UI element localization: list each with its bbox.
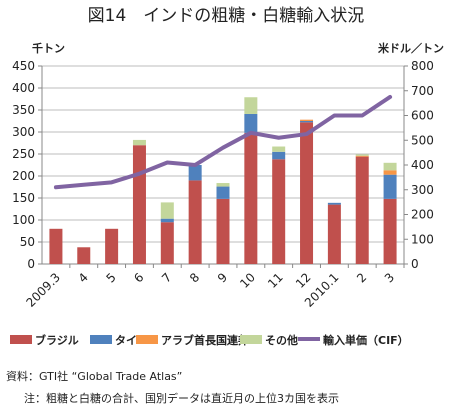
bar-segment xyxy=(355,155,369,157)
bar-segment xyxy=(327,202,341,205)
bar-segment xyxy=(300,119,314,121)
y-tick-label-right: 800 xyxy=(411,59,434,73)
legend-swatch xyxy=(90,335,112,344)
price-point xyxy=(165,161,169,165)
bar-segment xyxy=(272,151,286,160)
y-tick-label-right: 300 xyxy=(411,183,434,197)
y-axis-right-label: 米ドル／トン xyxy=(377,41,444,55)
price-point xyxy=(137,172,141,176)
bar-segment xyxy=(160,218,174,223)
y-tick-label-left: 450 xyxy=(12,59,35,73)
legend-label: タイ xyxy=(115,334,137,347)
bar-segment xyxy=(327,204,341,264)
bar-segment xyxy=(272,159,286,264)
bar-segment xyxy=(132,145,146,264)
legend-label: アラブ首長国連邦 xyxy=(161,333,249,347)
bar-segment xyxy=(300,121,314,123)
x-tick-label: 3 xyxy=(382,270,397,285)
bar-segment xyxy=(188,165,202,181)
bar-segment xyxy=(383,198,397,264)
bar-segment xyxy=(244,132,258,264)
legend-swatch xyxy=(10,335,32,344)
x-tick-label: 5 xyxy=(103,270,118,285)
y-tick-label-left: 50 xyxy=(20,235,35,249)
y-tick-label-right: 500 xyxy=(411,133,434,147)
x-tick-label: 11 xyxy=(265,270,286,291)
legend-label: 輸入単価（CIF） xyxy=(323,333,409,347)
y-tick-label-left: 0 xyxy=(27,257,35,271)
y-tick-label-left: 400 xyxy=(12,81,35,95)
bar-segment xyxy=(49,228,63,264)
bar-segment xyxy=(383,170,397,175)
chart-title: 図14 インドの粗糖・白糖輸入状況 xyxy=(88,6,365,26)
y-tick-label-right: 600 xyxy=(411,109,434,123)
price-point xyxy=(110,180,114,184)
x-tick-label: 7 xyxy=(159,270,174,285)
plot-area: 0501001502002503003504004500100200300400… xyxy=(12,59,434,310)
bar-segment xyxy=(216,183,230,187)
bar-segment xyxy=(105,228,119,264)
x-tick-label: 10 xyxy=(237,270,258,291)
bar-segment xyxy=(244,113,258,133)
bar-segment xyxy=(77,247,91,264)
price-point xyxy=(249,131,253,135)
y-tick-label-left: 350 xyxy=(12,103,35,117)
source-note: 資料：GTI社 “Global Trade Atlas” xyxy=(6,370,183,383)
x-tick-label: 9 xyxy=(215,270,230,285)
y-tick-label-right: 0 xyxy=(411,257,419,271)
price-point xyxy=(277,136,281,140)
price-point xyxy=(221,146,225,150)
legend: ブラジル タイ アラブ首長国連邦 その他 輸入単価（CIF） xyxy=(10,333,409,347)
bar-segment xyxy=(188,180,202,264)
x-tick-label: 12 xyxy=(293,270,314,291)
bar-segment xyxy=(132,139,146,146)
x-tick-label: 8 xyxy=(187,270,202,285)
y-tick-label-right: 200 xyxy=(411,208,434,222)
y-tick-label-right: 400 xyxy=(411,158,434,172)
price-point xyxy=(82,183,86,187)
y-tick-label-right: 100 xyxy=(411,232,434,246)
bar-segment xyxy=(272,146,286,152)
bar-segment xyxy=(216,186,230,199)
bar-segment xyxy=(355,154,369,156)
legend-swatch xyxy=(240,335,262,344)
y-tick-label-left: 250 xyxy=(12,147,35,161)
y-tick-label-left: 200 xyxy=(12,169,35,183)
y-axis-left-label: 千トン xyxy=(32,41,65,55)
legend-swatch xyxy=(136,335,158,344)
x-tick-label: 4 xyxy=(76,270,91,285)
x-tick-label: 2009.3 xyxy=(23,270,63,310)
price-point xyxy=(193,163,197,167)
x-tick-label: 6 xyxy=(131,270,146,285)
y-tick-label-left: 150 xyxy=(12,191,35,205)
price-point xyxy=(332,114,336,117)
bar-segment xyxy=(383,174,397,199)
bar-segment xyxy=(244,97,258,114)
footnote: 注：粗糖と白糖の合計、国別データは直近月の上位3カ国を表示 xyxy=(24,392,339,405)
bar-segment xyxy=(300,122,314,264)
legend-label: その他 xyxy=(265,333,298,347)
price-point xyxy=(54,185,58,189)
price-point xyxy=(305,132,309,136)
y-tick-label-left: 100 xyxy=(12,213,35,227)
legend-label: ブラジル xyxy=(35,333,79,347)
bar-segment xyxy=(383,162,397,171)
bar-segment xyxy=(216,198,230,264)
y-tick-label-right: 700 xyxy=(411,84,434,98)
y-tick-label-left: 300 xyxy=(12,125,35,139)
bar-segment xyxy=(355,156,369,264)
bar-segment xyxy=(160,222,174,264)
x-tick-label: 2 xyxy=(354,270,369,285)
bar-segment xyxy=(160,202,174,219)
price-point xyxy=(388,95,392,99)
price-point xyxy=(360,114,364,117)
